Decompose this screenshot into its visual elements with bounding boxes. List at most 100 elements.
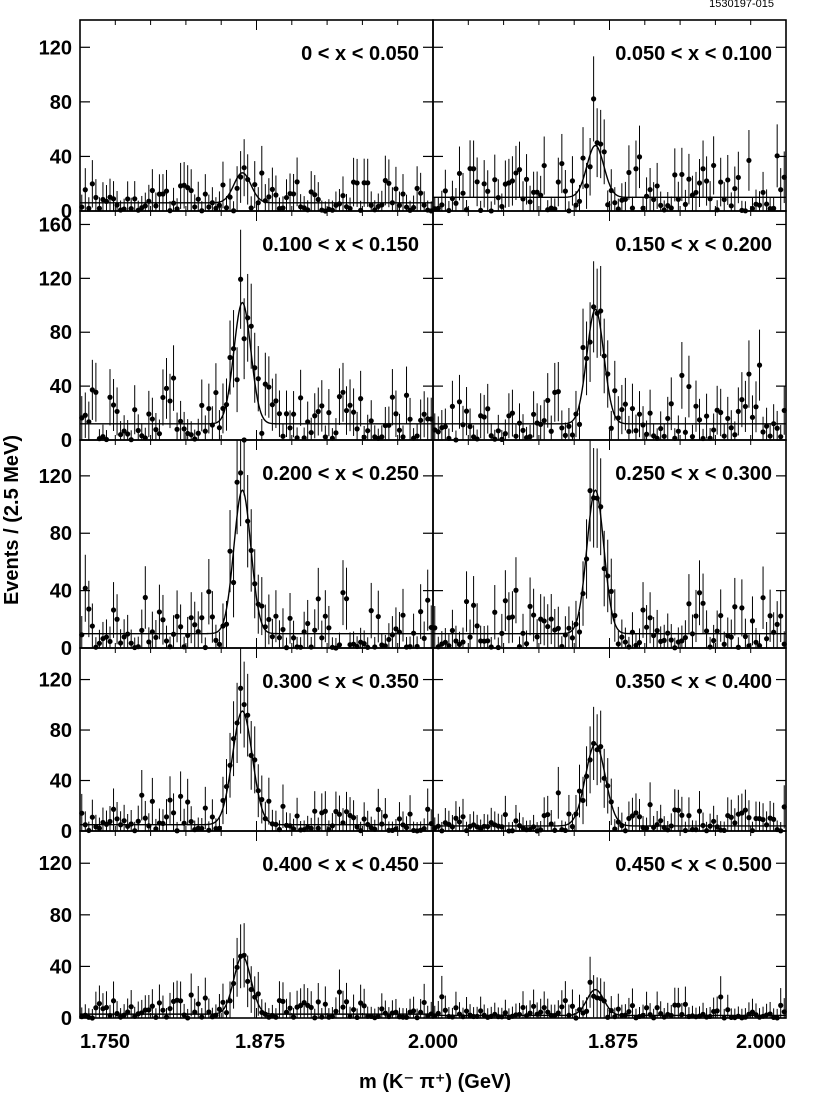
data-point (358, 1000, 364, 1006)
data-point (336, 201, 343, 207)
data-point (418, 190, 424, 196)
data-point (608, 425, 614, 431)
y-tick-label: 40 (50, 146, 72, 168)
data-point (449, 403, 456, 409)
data-point (308, 644, 314, 650)
data-point (619, 406, 625, 413)
data-point (287, 1005, 293, 1011)
data-point (319, 635, 325, 641)
data-point (767, 613, 773, 619)
data-point (319, 1014, 325, 1020)
data-point (110, 196, 117, 202)
data-point (290, 826, 297, 832)
data-point (365, 180, 371, 186)
data-point (312, 192, 318, 198)
panel-label: 0.250 < x < 0.300 (615, 463, 772, 485)
data-point (326, 410, 332, 416)
data-point (682, 201, 688, 207)
fit-curve (80, 710, 433, 826)
data-point (393, 186, 399, 192)
data-point (206, 827, 212, 833)
data-point (679, 812, 685, 818)
data-point (216, 425, 223, 431)
data-point (721, 196, 727, 203)
data-point (322, 613, 328, 619)
data-point (276, 635, 283, 641)
data-point (778, 434, 784, 440)
data-point (499, 824, 505, 830)
data-point (689, 434, 696, 440)
data-point (527, 1010, 533, 1016)
y-tick-label: 80 (50, 523, 72, 545)
data-point (686, 176, 692, 182)
data-point (298, 395, 304, 401)
y-tick-label: 80 (50, 720, 72, 742)
y-tick-label: 80 (50, 92, 72, 114)
data-point (213, 389, 219, 396)
data-point (555, 625, 561, 631)
data-point (693, 189, 699, 196)
data-point (174, 206, 180, 212)
data-point (276, 411, 283, 417)
data-point (580, 344, 586, 351)
data-point (396, 202, 403, 208)
data-point (336, 811, 343, 817)
data-point (721, 433, 727, 439)
data-point (643, 825, 650, 831)
y-tick-label: 120 (39, 268, 72, 290)
data-point (474, 179, 480, 185)
data-point (259, 430, 265, 436)
data-point (591, 304, 597, 310)
data-point (442, 639, 448, 645)
data-point (545, 623, 551, 630)
data-point (89, 1015, 95, 1021)
data-point (273, 1014, 279, 1020)
data-point (259, 170, 265, 176)
data-point (403, 392, 410, 398)
data-point (301, 1000, 307, 1006)
y-tick-label: 120 (39, 37, 72, 59)
y-tick-label: 0 (61, 430, 72, 452)
data-point (679, 372, 685, 378)
data-point (82, 412, 88, 418)
data-point (340, 193, 346, 199)
data-point (283, 411, 290, 417)
x-tick-label: 2.000 (408, 1031, 458, 1053)
data-point (531, 612, 537, 618)
data-point (506, 413, 512, 419)
data-point (336, 989, 343, 995)
x-tick-label: 1.750 (80, 1031, 130, 1053)
data-point (531, 824, 537, 830)
data-point (322, 1001, 328, 1007)
data-point (315, 596, 321, 602)
panel-label: 0.200 < x < 0.250 (262, 463, 419, 485)
data-point (117, 431, 124, 438)
data-point (527, 603, 533, 609)
data-point (756, 202, 763, 208)
data-point (622, 639, 628, 645)
data-point (294, 435, 300, 441)
data-point (266, 798, 272, 804)
data-point (110, 806, 117, 812)
data-point (453, 1005, 459, 1011)
fit-curve (433, 144, 786, 199)
data-point (350, 409, 357, 415)
data-point (178, 793, 184, 799)
y-tick-label: 0 (61, 638, 72, 660)
data-point (749, 414, 756, 420)
fit-curve (80, 955, 433, 1015)
data-point (223, 1010, 230, 1016)
data-point (393, 626, 399, 632)
data-point (386, 1013, 392, 1020)
data-point (534, 189, 540, 195)
data-point (206, 1009, 212, 1015)
data-point (160, 394, 166, 401)
data-point (82, 585, 88, 591)
data-point (778, 1002, 784, 1008)
data-point (114, 816, 120, 822)
data-point (718, 179, 724, 185)
data-point (756, 643, 763, 649)
data-point (245, 712, 251, 718)
data-point (135, 818, 141, 824)
data-point (382, 643, 388, 649)
